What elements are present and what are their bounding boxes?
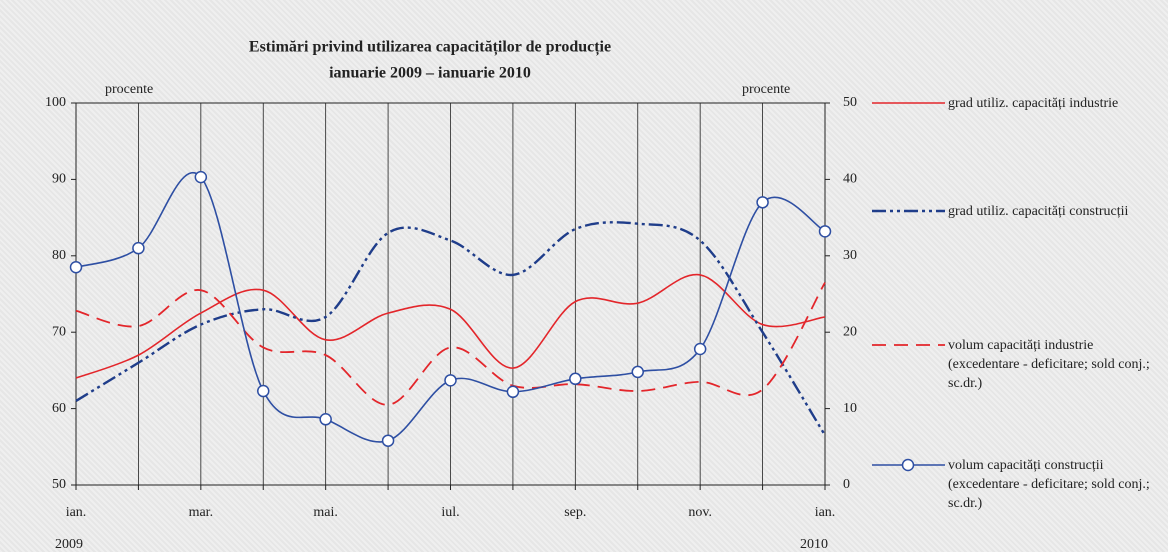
y2-tick-label: 40 xyxy=(843,172,857,187)
series-marker xyxy=(506,385,520,399)
y2-tick-label: 10 xyxy=(843,401,857,416)
series-marker xyxy=(569,372,582,386)
y2-tick-label: 20 xyxy=(843,324,857,339)
series-marker xyxy=(631,365,644,379)
series-line xyxy=(75,221,827,436)
series-marker xyxy=(132,241,145,255)
x-tick-label: sep. xyxy=(564,505,586,520)
legend-label: volum capacități construcții (excedentar… xyxy=(948,458,1150,511)
x-tick-label: mai. xyxy=(313,505,338,520)
series-marker xyxy=(381,434,395,447)
legend-label: volum capacități industrie (excedentare … xyxy=(948,338,1150,391)
y-tick-label: 60 xyxy=(52,401,66,416)
series-marker xyxy=(818,225,832,238)
series-marker xyxy=(693,342,707,356)
series-marker xyxy=(194,170,208,184)
series-marker xyxy=(69,261,83,274)
series-marker xyxy=(257,384,270,398)
y2-tick-label: 30 xyxy=(843,248,857,263)
y-tick-label: 50 xyxy=(52,477,66,492)
x-year-label: 2010 xyxy=(800,537,828,552)
chart-title: Estimări privind utilizarea capacitățilo… xyxy=(249,39,611,57)
series-marker xyxy=(756,196,769,209)
y-tick-label: 70 xyxy=(52,324,66,339)
y-tick-label: 90 xyxy=(52,172,66,187)
x-tick-label: ian. xyxy=(66,505,87,520)
x-tick-label: ian. xyxy=(815,505,836,520)
legend-label: grad utiliz. capacități industrie xyxy=(948,96,1119,111)
series-line xyxy=(75,282,826,406)
y-tick-label: 80 xyxy=(52,248,66,263)
x-tick-label: nov. xyxy=(688,505,712,520)
x-year-label: 2009 xyxy=(55,537,83,552)
x-tick-label: iul. xyxy=(441,505,459,520)
y-tick-label: 100 xyxy=(45,95,66,110)
chart-subtitle: ianuarie 2009 – ianuarie 2010 xyxy=(329,65,531,82)
legend-marker xyxy=(901,458,915,472)
x-tick-label: mar. xyxy=(189,505,214,520)
legend-label: grad utiliz. capacități construcții xyxy=(948,204,1129,219)
y2-tick-label: 0 xyxy=(843,477,850,492)
y-axis-label: procente xyxy=(105,82,153,97)
series-marker xyxy=(319,413,332,426)
y2-axis-label: procente xyxy=(742,82,790,97)
series-marker xyxy=(444,374,457,387)
y2-tick-label: 50 xyxy=(843,95,857,110)
series-line xyxy=(75,273,826,379)
